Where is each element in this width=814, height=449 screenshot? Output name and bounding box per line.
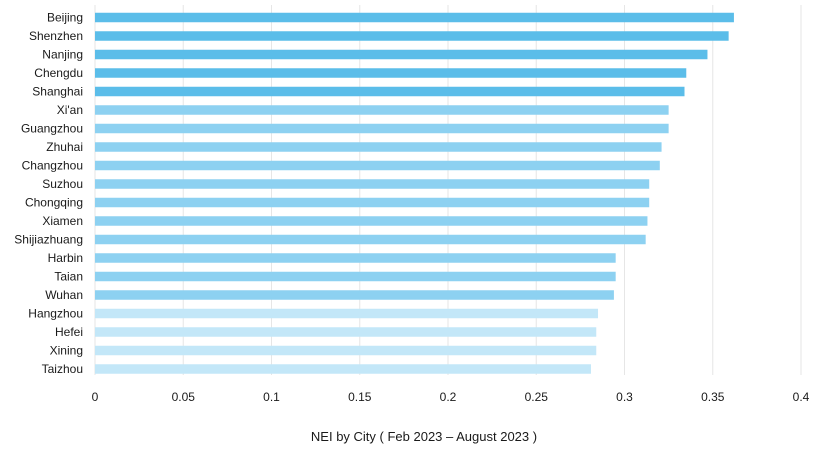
category-label-taian: Taian [54,270,83,284]
x-tick-label: 0.05 [172,390,196,404]
bar-xi-an [95,105,669,115]
x-tick-label: 0.1 [263,390,280,404]
category-label-chengdu: Chengdu [34,66,83,80]
bar-zhuhai [95,142,662,152]
bar-hefei [95,327,597,337]
bar-beijing [95,12,734,23]
x-tick-label: 0.15 [348,390,372,404]
bar-wuhan [95,290,614,300]
category-labels: Beijing Shenzhen Nanjing Chengdu Shanghai Xi'… [14,11,83,377]
bar-hangzhou [95,308,599,319]
x-tick-label: 0.35 [701,390,725,404]
x-tick-label: 0.3 [616,390,633,404]
category-label-xiamen: Xiamen [42,214,83,228]
bar-taizhou [95,364,591,374]
bar-chengdu [95,68,687,78]
bar-xiamen [95,216,648,226]
x-tick-label: 0 [92,390,99,404]
category-label-wuhan: Wuhan [45,288,83,302]
gridlines [94,5,802,375]
category-label-zhuhai: Zhuhai [46,140,83,154]
category-label-beijing: Beijing [47,11,83,25]
category-label-chongqing: Chongqing [25,196,83,210]
bar-changzhou [95,160,660,171]
category-label-changzhou: Changzhou [22,159,83,173]
x-tick-label: 0.2 [440,390,457,404]
bar-chongqing [95,197,650,208]
category-label-harbin: Harbin [48,251,83,265]
category-label-shenzhen: Shenzhen [29,29,83,43]
x-tick-label: 0.4 [793,390,810,404]
x-tick-label: 0.25 [525,390,549,404]
category-label-xining: Xining [50,344,83,358]
category-label-guangzhou: Guangzhou [21,122,83,136]
bar-shijiazhuang [95,234,646,245]
category-label-xi-an: Xi'an [57,103,83,117]
bar-harbin [95,253,616,263]
x-tick-labels: 0 0.05 0.1 0.15 0.2 0.25 0.3 0.35 0.4 [92,390,810,404]
bar-shenzhen [95,31,729,41]
category-label-hangzhou: Hangzhou [28,307,83,321]
bar-xining [95,345,597,356]
x-axis-label: NEI by City ( Feb 2023 – August 2023 ) [311,429,537,444]
bar-nanjing [95,49,708,60]
category-label-shanghai: Shanghai [32,85,83,99]
bar-shanghai [95,86,685,97]
bar-guangzhou [95,123,669,134]
bar-suzhou [95,179,650,189]
category-label-shijiazhuang: Shijiazhuang [14,233,83,247]
category-label-suzhou: Suzhou [42,177,83,191]
bars [95,12,734,374]
category-label-taizhou: Taizhou [42,362,83,376]
category-label-nanjing: Nanjing [42,48,83,62]
category-label-hefei: Hefei [55,325,83,339]
bar-taian [95,271,616,282]
